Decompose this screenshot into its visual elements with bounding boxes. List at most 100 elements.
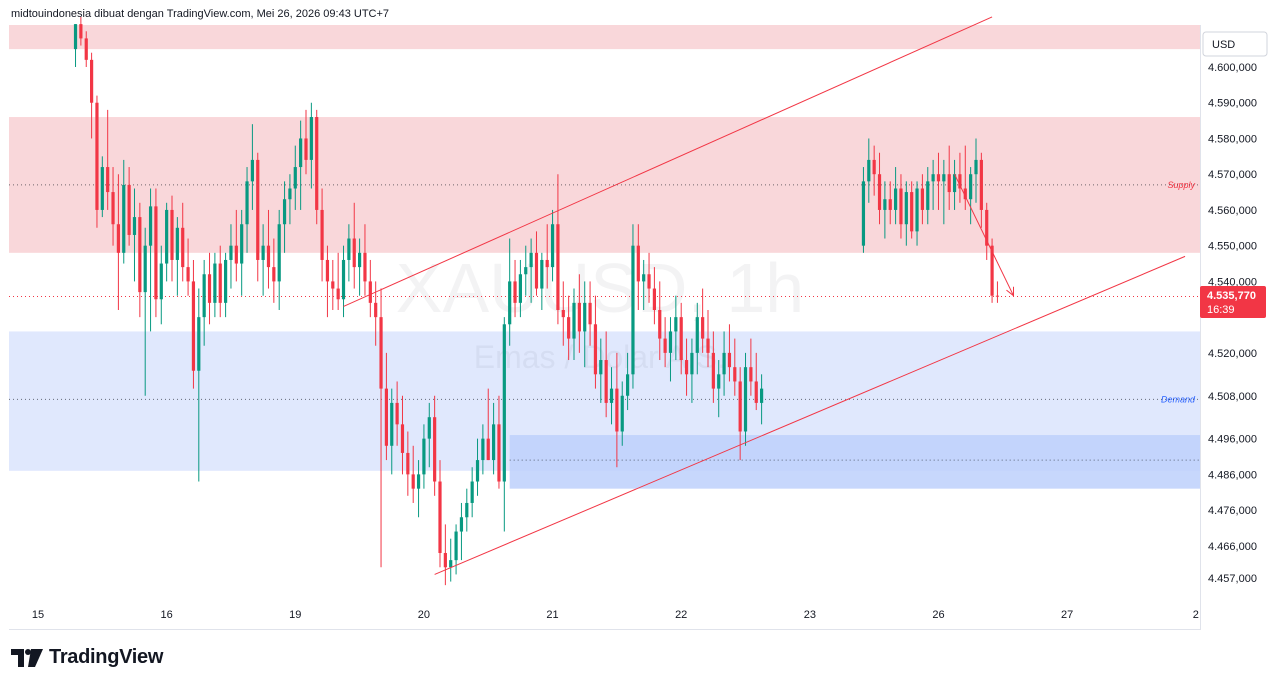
candle-body <box>674 317 678 332</box>
candle-body <box>985 209 989 246</box>
candle-body <box>374 302 378 318</box>
candle-body <box>470 481 474 503</box>
candle-body <box>738 381 742 432</box>
candle-body <box>336 288 340 300</box>
candle-body <box>438 481 442 553</box>
trendlines-layer[interactable] <box>343 16 1186 575</box>
candle-body <box>347 238 351 260</box>
candle-body <box>518 274 522 303</box>
chart-frame <box>9 25 1201 630</box>
candle-body <box>250 159 254 182</box>
price-tick-label: 4.570,000 <box>1208 169 1257 181</box>
candle-body <box>615 388 619 432</box>
candle-body <box>963 188 967 200</box>
tradingview-logo[interactable]: TradingView <box>11 646 163 669</box>
candle-body <box>979 159 983 210</box>
price-tick-label: 4.540,000 <box>1208 276 1257 288</box>
candle-body <box>449 560 453 568</box>
price-axis[interactable]: USD 4.600,000 4.590,000 4.580,000 4.570,000… <box>1202 31 1268 585</box>
candle-body <box>315 117 319 210</box>
candle-body <box>116 224 120 253</box>
candle-body <box>561 309 565 318</box>
candle-body <box>567 317 571 339</box>
candle-body <box>363 252 367 282</box>
projection-arrow-head <box>1006 286 1015 297</box>
candle-body <box>143 245 147 293</box>
time-tick-label: 22 <box>675 609 687 621</box>
candle-body <box>904 192 908 225</box>
time-tick-label: 2 <box>1193 609 1199 621</box>
candle-body <box>106 167 110 193</box>
candle-body <box>647 274 651 289</box>
price-tick-label: 4.476,000 <box>1208 505 1257 517</box>
last-price-value: 4.535,770 <box>1207 290 1256 302</box>
candle-body <box>127 184 131 235</box>
candle-body <box>159 263 163 300</box>
price-tick-label: 4.590,000 <box>1208 98 1257 110</box>
candle-body <box>288 188 292 200</box>
candle-body <box>148 206 153 246</box>
candle-body <box>545 259 549 268</box>
candle-body <box>400 424 405 453</box>
candle-body <box>524 267 528 275</box>
candle-body <box>588 302 592 325</box>
candle-body <box>266 245 271 268</box>
candle-body <box>154 206 158 300</box>
candle-body <box>197 317 201 371</box>
candle-body <box>454 531 458 561</box>
candle-body <box>443 552 447 568</box>
candle-body <box>465 502 469 518</box>
candle-body <box>224 259 228 303</box>
candle-body <box>411 474 415 489</box>
candle-body <box>969 174 973 200</box>
currency-box[interactable] <box>1202 31 1268 57</box>
candle-body <box>990 245 994 296</box>
candle-body <box>706 338 710 353</box>
candle-body <box>952 174 957 193</box>
candle-body <box>272 267 276 282</box>
candle-body <box>459 517 464 532</box>
candle-body <box>304 138 308 160</box>
price-tick-label: 4.457,000 <box>1208 573 1257 585</box>
candle-body <box>218 263 222 303</box>
candle-body <box>883 199 887 210</box>
last-price-countdown: 16:39 <box>1207 304 1235 316</box>
candle-body <box>556 224 560 310</box>
currency-label[interactable]: USD <box>1212 39 1235 51</box>
zone-top-supply-box <box>9 25 1200 50</box>
candle-body <box>583 302 587 332</box>
candle-body <box>502 324 506 482</box>
candle-body <box>90 59 94 103</box>
candle-body <box>958 174 962 189</box>
time-tick-label: 20 <box>418 609 430 621</box>
candle-body <box>207 274 212 303</box>
price-tick-label: 4.466,000 <box>1208 541 1257 553</box>
candle-body <box>202 274 206 318</box>
candle-body <box>486 438 490 461</box>
candle-body <box>760 388 764 403</box>
candle-body <box>861 181 866 246</box>
candle-body <box>481 438 485 461</box>
candle-body <box>920 188 924 210</box>
candle-body <box>754 381 758 403</box>
candle-body <box>888 199 892 210</box>
candle-body <box>529 252 533 268</box>
candle-body <box>599 360 603 375</box>
candle-body <box>170 209 174 260</box>
time-tick-label: 16 <box>161 609 173 621</box>
candle-body <box>642 274 646 282</box>
candle-body <box>240 224 244 264</box>
candle-body <box>679 317 683 361</box>
candle-body <box>727 352 732 368</box>
candle-body <box>701 317 705 339</box>
candle-body <box>513 281 517 303</box>
candle-body <box>165 209 169 264</box>
projection-arrow-line <box>954 173 1014 296</box>
candle-body <box>379 317 383 389</box>
time-axis[interactable]: 15 16 19 20 21 22 23 26 27 2 <box>32 609 1199 621</box>
price-tick-label: 4.550,000 <box>1208 241 1257 253</box>
candle-body <box>84 38 88 60</box>
candle-body <box>406 452 410 475</box>
